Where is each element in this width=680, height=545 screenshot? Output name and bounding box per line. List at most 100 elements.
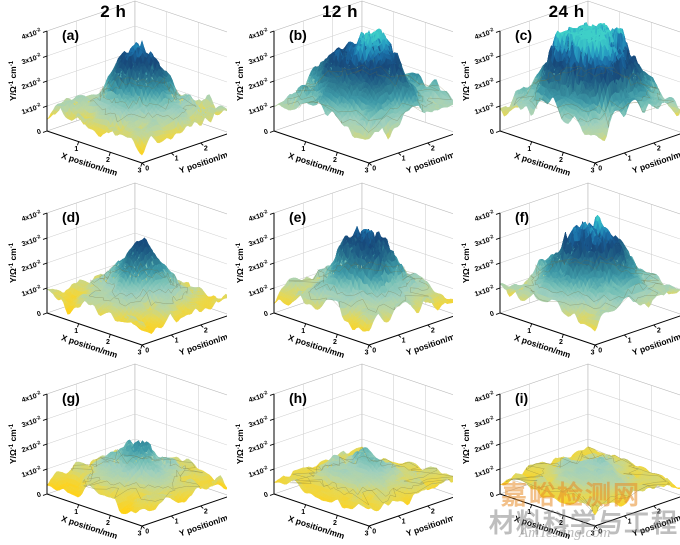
y-axis-title: Y position/mm <box>631 510 680 539</box>
surface-mesh <box>46 40 227 156</box>
svg-text:0: 0 <box>263 128 269 136</box>
z-axis-title: Y/Ω-1 cm-1 <box>8 60 18 101</box>
x-axis-ticks: 123 <box>74 323 143 356</box>
z-axis-title: Y/Ω-1 cm-1 <box>8 242 18 283</box>
surface-mesh <box>500 214 680 332</box>
y-axis-title: Y position/mm <box>178 510 227 539</box>
z-axis-title: Y/Ω-1 cm-1 <box>461 424 471 465</box>
svg-text:1: 1 <box>301 146 305 153</box>
z-axis-title: Y/Ω-1 cm-1 <box>235 424 245 465</box>
svg-text:2: 2 <box>204 145 208 152</box>
z-axis-title: Y/Ω-1 cm-1 <box>461 60 471 101</box>
svg-text:4x10-2: 4x10-2 <box>247 27 269 41</box>
z-axis-title: Y/Ω-1 cm-1 <box>235 242 245 283</box>
svg-text:2x10-2: 2x10-2 <box>20 77 42 91</box>
x-axis-title: X position/mm <box>513 514 572 542</box>
surface-mesh <box>500 22 680 141</box>
x-axis-title: X position/mm <box>287 514 346 542</box>
y-axis-ticks: 0123 <box>368 324 435 354</box>
y-axis-title: Y position/mm <box>178 147 227 176</box>
panel-label: (d) <box>62 209 80 225</box>
surface-mesh <box>500 446 680 516</box>
contour-lines <box>70 449 203 502</box>
x-axis-ticks: 123 <box>301 323 370 356</box>
axis-spines <box>273 394 454 527</box>
svg-text:2x10-2: 2x10-2 <box>247 77 269 91</box>
contour-lines <box>525 255 663 309</box>
svg-text:2: 2 <box>431 145 435 152</box>
x-axis-ticks: 123 <box>301 141 370 174</box>
contour-lines <box>287 64 452 133</box>
x-axis-title: X position/mm <box>287 332 346 360</box>
contour-lines <box>89 75 197 123</box>
z-axis-title: Y/Ω-1 cm-1 <box>8 424 18 465</box>
x-axis-ticks: 123 <box>74 504 143 538</box>
y-axis-title: Y position/mm <box>631 328 680 357</box>
contour-lines <box>288 261 430 313</box>
z-axis-title: Y/Ω-1 cm-1 <box>461 242 471 283</box>
contour-lines <box>88 262 188 306</box>
panel-label: (c) <box>515 27 532 43</box>
x-axis-ticks: 123 <box>528 323 596 356</box>
x-axis-ticks: 123 <box>301 504 370 538</box>
x-axis-title: X position/mm <box>60 332 119 360</box>
x-axis-title: X position/mm <box>287 150 346 178</box>
y-axis-ticks: 0123 <box>141 142 208 172</box>
surface-mesh <box>273 28 454 140</box>
axis-spines <box>46 212 227 346</box>
axis-spines <box>499 212 680 346</box>
panel-label: (a) <box>62 27 79 43</box>
y-axis-title: Y position/mm <box>404 328 453 357</box>
y-axis-title: Y position/mm <box>178 328 227 357</box>
y-axis-ticks: 0123 <box>141 324 208 354</box>
axis-spines <box>499 30 680 164</box>
svg-text:3x10-2: 3x10-2 <box>247 52 269 66</box>
svg-text:2: 2 <box>333 157 337 164</box>
svg-text:1: 1 <box>175 155 179 162</box>
surface-mesh <box>46 440 227 515</box>
y-axis-ticks: 0123 <box>368 142 435 172</box>
svg-text:0: 0 <box>145 165 149 172</box>
y-axis-ticks: 0123 <box>141 505 208 536</box>
svg-text:1: 1 <box>74 146 78 153</box>
y-axis-ticks: 0123 <box>368 505 435 536</box>
svg-text:0: 0 <box>36 128 42 136</box>
y-axis-ticks: 0123 <box>595 324 661 354</box>
x-axis-ticks: 123 <box>528 141 596 174</box>
svg-text:2: 2 <box>106 157 110 164</box>
y-axis-title: Y position/mm <box>404 147 453 176</box>
x-axis-title: X position/mm <box>513 332 572 360</box>
y-axis-title: Y position/mm <box>631 147 680 176</box>
axis-spines <box>273 212 454 346</box>
panel-label: (i) <box>515 390 528 406</box>
y-axis-title: Y position/mm <box>404 510 453 539</box>
contour-lines <box>505 446 671 513</box>
panel-label: (e) <box>289 209 306 225</box>
x-axis-title: X position/mm <box>60 150 119 178</box>
axis-spines <box>273 30 454 164</box>
svg-text:0: 0 <box>372 165 376 172</box>
panel-label: (h) <box>289 390 307 406</box>
axis-spines <box>46 394 227 527</box>
panel-label: (g) <box>62 390 80 406</box>
x-axis-ticks: 123 <box>74 141 143 174</box>
z-axis-title: Y/Ω-1 cm-1 <box>235 60 245 101</box>
